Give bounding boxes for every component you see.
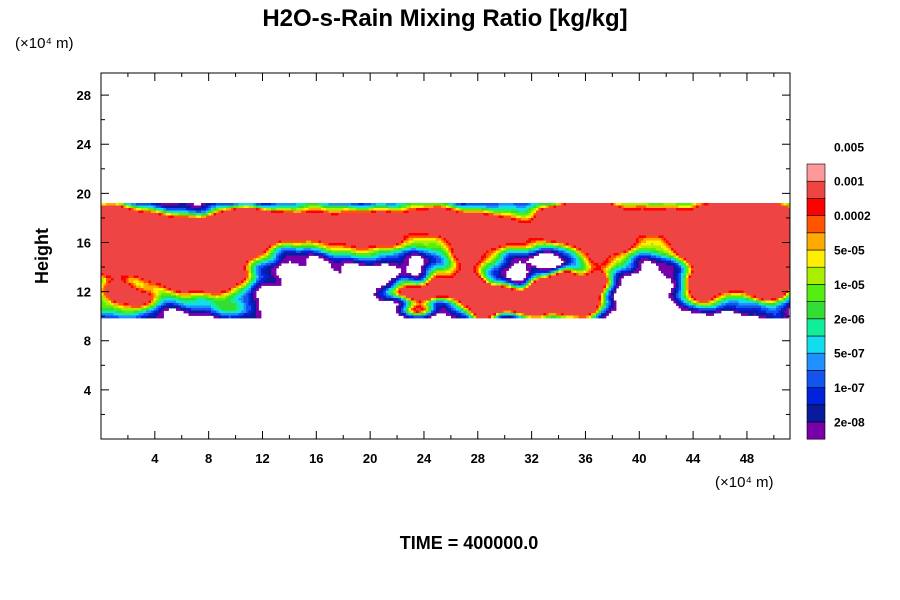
colorbar-swatch: [806, 352, 826, 371]
x-tick-label: 12: [255, 451, 269, 466]
x-tick-label: 40: [632, 451, 646, 466]
colorbar-swatch: [806, 198, 826, 216]
colorbar-label: 2e-08: [834, 416, 865, 430]
mixing-ratio-field: [101, 203, 790, 319]
y-tick-label: 12: [77, 285, 91, 300]
colorbar-label: 1e-05: [834, 278, 865, 292]
colorbar-label: 1e-07: [834, 381, 865, 395]
y-tick-label: 28: [77, 88, 91, 103]
x-tick-label: 16: [309, 451, 323, 466]
x-axis-ticks: 4 8 12 16 20 24 28 32 36 40 44 48: [100, 73, 775, 466]
x-tick-label: 44: [686, 451, 701, 466]
x-tick-label: 20: [363, 451, 377, 466]
colorbar-swatch: [806, 335, 826, 354]
y-tick-label: 20: [77, 186, 91, 201]
colorbar-swatch: [806, 370, 826, 388]
colorbar-label: 0.005: [834, 140, 864, 154]
colorbar-swatch: [806, 215, 826, 234]
colorbar-swatch: [806, 180, 826, 199]
x-axis-unit: (×10⁴ m): [715, 474, 774, 491]
colorbar-swatch: [806, 301, 826, 320]
chart-title: H2O-s-Rain Mixing Ratio [kg/kg]: [262, 5, 627, 32]
colorbar-label: 2e-06: [834, 312, 865, 326]
colorbar-label: 5e-05: [834, 244, 865, 258]
y-tick-label: 16: [77, 235, 91, 250]
x-tick-label: 4: [151, 451, 159, 466]
y-axis-unit: (×10⁴ m): [15, 35, 74, 52]
colorbar-swatch: [806, 249, 826, 268]
colorbar-swatch: [806, 232, 826, 251]
x-tick-label: 32: [524, 451, 538, 466]
y-tick-label: 24: [77, 137, 92, 152]
colorbar-label: 0.001: [834, 175, 864, 189]
x-tick-label: 24: [417, 451, 432, 466]
colorbar-swatch: [806, 163, 826, 182]
colorbar-legend: 2e-08 1e-07 5e-07 2e-06 1e-05 5e-05 0.0002 0.00…: [806, 140, 871, 440]
x-tick-label: 36: [578, 451, 592, 466]
colorbar-swatch: [806, 421, 826, 440]
y-tick-label: 4: [84, 383, 92, 398]
x-tick-label: 28: [471, 451, 485, 466]
x-tick-label: 8: [205, 451, 212, 466]
y-axis-label: Height: [32, 228, 52, 284]
colorbar-label: 5e-07: [834, 347, 865, 361]
colorbar-label: 0.0002: [834, 209, 871, 223]
y-axis-ticks: 4 8 12 16 20 24 28: [77, 88, 790, 440]
plot-frame: [100, 72, 791, 440]
colorbar-swatch: [806, 284, 826, 302]
colorbar-swatch: [806, 318, 826, 337]
colorbar-swatch: [806, 404, 826, 423]
y-tick-label: 8: [84, 334, 91, 349]
colorbar-swatch: [806, 266, 826, 285]
time-footer: TIME = 400000.0: [400, 533, 539, 553]
colorbar-swatch: [806, 387, 826, 406]
x-tick-label: 48: [740, 451, 754, 466]
